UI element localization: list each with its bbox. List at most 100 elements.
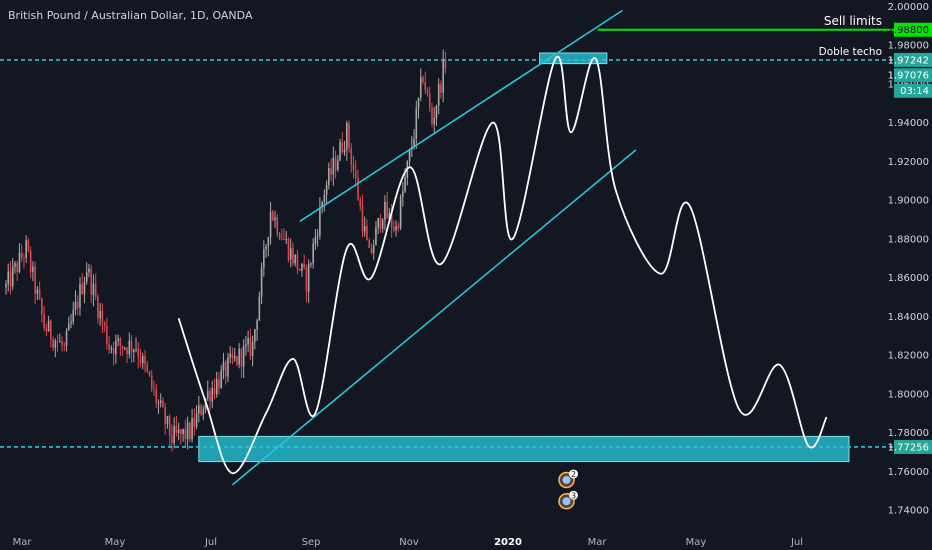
candle (330, 158, 332, 182)
candle (166, 415, 169, 429)
candle (150, 370, 153, 393)
candle (88, 263, 90, 278)
event-badge-count: 3 (571, 491, 576, 500)
candle (260, 262, 263, 305)
candle (90, 264, 92, 304)
annotations-layer: Sell limits Doble techo (819, 14, 882, 58)
candle (278, 232, 281, 240)
projection-layer (177, 55, 828, 475)
y-tick-label: 1.78000 (888, 428, 929, 439)
candle (310, 262, 312, 268)
candle (159, 393, 162, 408)
x-tick-label: May (686, 537, 707, 548)
candle (36, 285, 39, 300)
candle (426, 87, 429, 97)
candle (325, 180, 328, 205)
candle (106, 317, 108, 350)
candle (112, 341, 115, 366)
time-axis[interactable]: Mar May Jul Sep Nov 2020 Mar May Jul (13, 537, 803, 548)
candle (314, 229, 317, 251)
event-badge[interactable]: 3 (558, 490, 578, 510)
x-tick-label: Nov (399, 537, 419, 548)
chart-title: British Pound / Australian Dollar, 1D, O… (8, 9, 253, 22)
x-tick-label: May (105, 537, 126, 548)
candle (238, 343, 240, 369)
candle (323, 189, 326, 212)
candle (289, 238, 292, 268)
price-tags-layer: 1.98800 1.97242 1.97076 03:14 1.77256 (888, 22, 932, 454)
candle (393, 220, 395, 233)
candle (287, 237, 290, 263)
x-tick-label: 2020 (494, 537, 522, 548)
candle (206, 380, 209, 401)
candle (189, 421, 191, 443)
candle (121, 345, 124, 357)
candle (202, 405, 205, 421)
candle (139, 348, 142, 367)
candle (345, 120, 348, 161)
x-tick-label: Mar (588, 537, 608, 548)
candle (16, 260, 19, 282)
candle (7, 263, 10, 292)
candle (444, 51, 447, 74)
candle (408, 148, 411, 169)
candle (50, 319, 52, 348)
candle (442, 49, 444, 103)
candle (415, 100, 418, 149)
price-tag-label: 1.97242 (888, 55, 929, 66)
candle (363, 216, 366, 237)
doble-techo-label: Doble techo (819, 46, 882, 58)
y-tick-label: 1.82000 (888, 351, 929, 362)
x-tick-label: Mar (13, 537, 33, 548)
price-tag: 1.77256 (888, 439, 932, 454)
candle (200, 403, 202, 416)
channel-upper-line[interactable] (299, 9, 623, 223)
candle (141, 352, 144, 370)
candle (422, 75, 424, 85)
candle (177, 422, 180, 441)
event-badge-count: 2 (571, 470, 576, 479)
candle (213, 378, 216, 400)
candle (359, 196, 362, 211)
candle (263, 240, 265, 277)
candle (38, 281, 41, 300)
candle (61, 336, 63, 352)
candle (99, 303, 101, 326)
candle (29, 246, 32, 279)
candle (110, 345, 113, 354)
candle (34, 261, 36, 304)
candle (72, 301, 75, 325)
candle (124, 346, 126, 351)
candle (155, 384, 158, 408)
candle (198, 395, 200, 423)
price-tag: 03:14 (894, 83, 932, 98)
candle (47, 315, 50, 332)
price-tag-label: 1.77256 (888, 442, 929, 453)
candle (25, 235, 27, 263)
y-tick-label: 1.88000 (888, 234, 929, 245)
candle (231, 347, 234, 365)
channel-lower-line[interactable] (231, 149, 637, 486)
candle (153, 380, 155, 396)
candle (341, 132, 344, 155)
candle (182, 428, 184, 442)
support-zone[interactable] (198, 435, 850, 463)
candle (137, 341, 140, 369)
resistance-zone[interactable] (539, 52, 608, 65)
candle (195, 405, 198, 430)
candle (43, 306, 45, 332)
candle (343, 140, 346, 156)
candle (254, 328, 256, 350)
zones-layer (198, 52, 850, 463)
event-badge[interactable]: 2 (558, 469, 578, 489)
candle (247, 330, 249, 353)
candle (428, 86, 431, 113)
candle (20, 244, 23, 263)
candle (32, 261, 34, 281)
channel-lines-layer (231, 9, 637, 486)
sell-limits-label: Sell limits (824, 14, 882, 28)
candle (76, 295, 79, 316)
candle (227, 352, 229, 383)
projection-path[interactable] (177, 55, 828, 475)
